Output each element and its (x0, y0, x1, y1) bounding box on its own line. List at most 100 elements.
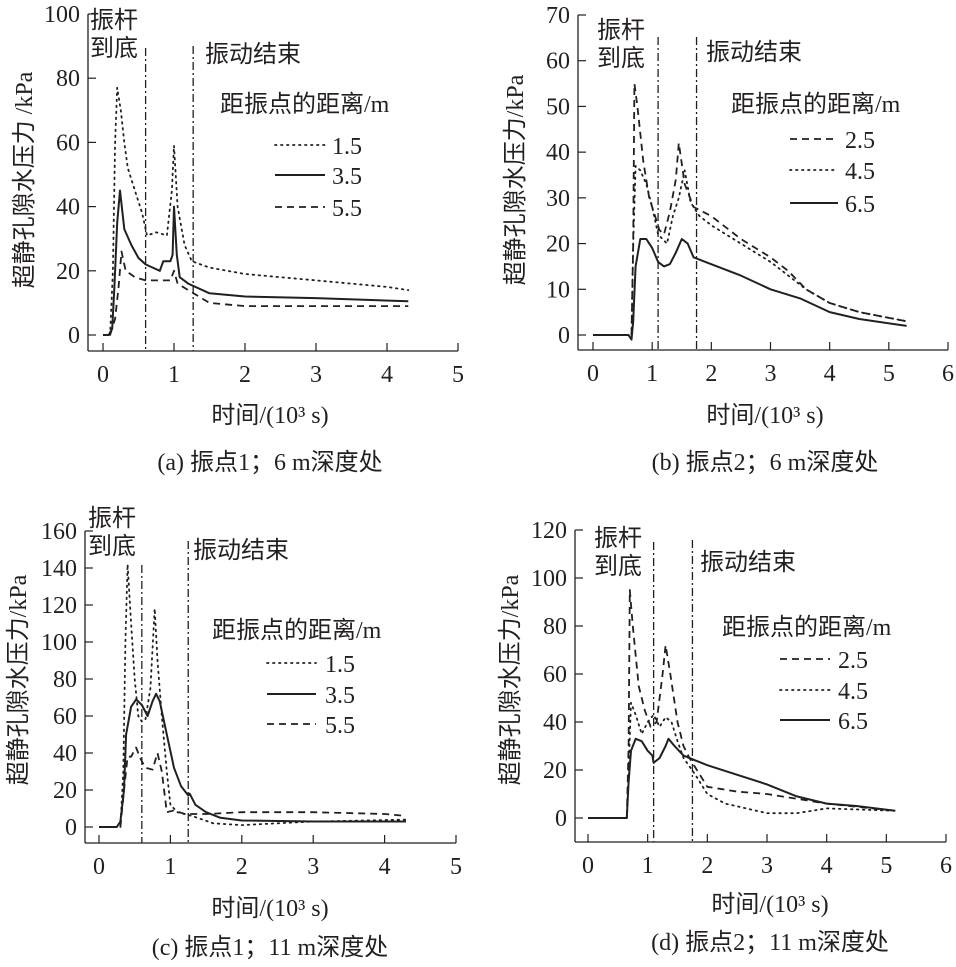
y-tick-label: 140 (41, 556, 77, 582)
annotation-rod-label: 到底 (88, 533, 136, 560)
x-tick-label: 1 (168, 362, 180, 388)
series-line-1-5 (109, 86, 410, 336)
annotation-rod-label: 到底 (594, 553, 642, 580)
y-tick-label: 0 (558, 323, 570, 349)
annotation-vibration-end: 振动结束 (205, 41, 301, 68)
x-tick-label: 0 (97, 362, 109, 388)
annotation-rod-label: 振杆 (88, 505, 136, 532)
y-tick-label: 60 (546, 49, 570, 75)
y-tick-label: 100 (531, 566, 567, 592)
x-axis-label: 时间/(10³ s) (706, 402, 823, 429)
legend-label: 3.5 (332, 164, 362, 190)
y-tick-label: 80 (56, 66, 80, 92)
x-axis-label: 时间/(10³ s) (211, 402, 328, 429)
y-tick-label: 70 (546, 3, 570, 29)
legend-label: 1.5 (325, 652, 355, 678)
y-tick-label: 20 (546, 232, 570, 258)
y-axis-label: 超静孔隙水压力/kPa (497, 574, 524, 785)
panel-caption: (a) 振点1；6 m深度处 (157, 449, 382, 476)
series-line-6-5 (593, 238, 907, 341)
x-axis-label: 时间/(10³ s) (711, 891, 828, 918)
y-tick-label: 120 (531, 518, 567, 544)
series-line-6-5 (588, 737, 896, 819)
panel-caption: (b) 振点2；6 m深度处 (652, 449, 879, 476)
x-tick-label: 2 (239, 362, 251, 388)
x-tick-label: 5 (883, 361, 895, 387)
series-line-4-5 (625, 701, 897, 819)
x-tick-label: 0 (93, 854, 105, 880)
legend-label: 2.5 (845, 128, 875, 154)
y-tick-label: 60 (53, 704, 77, 730)
x-tick-label: 3 (310, 362, 322, 388)
y-tick-label: 0 (65, 815, 77, 841)
x-tick-label: 0 (582, 853, 594, 879)
y-tick-label: 100 (44, 2, 80, 28)
y-tick-label: 20 (543, 758, 567, 784)
series-line-3-5 (99, 692, 406, 828)
legend-label: 6.5 (845, 192, 875, 218)
y-tick-label: 30 (546, 186, 570, 212)
series-line-3-5 (103, 189, 409, 336)
legend-label: 6.5 (838, 709, 868, 735)
x-tick-label: 3 (765, 361, 777, 387)
x-tick-label: 2 (701, 853, 713, 879)
y-tick-label: 50 (546, 94, 570, 120)
y-tick-label: 0 (68, 323, 80, 349)
legend-label: 4.5 (845, 159, 875, 185)
legend: 距振点的距离/m 1.5 3.5 5.5 (220, 91, 390, 222)
legend: 距振点的距离/m 2.5 4.5 6.5 (731, 91, 901, 218)
y-tick-label: 60 (56, 130, 80, 156)
x-tick-label: 0 (587, 361, 599, 387)
legend-label: 3.5 (325, 683, 355, 709)
annotation-vibration-end: 振动结束 (193, 537, 289, 564)
legend: 距振点的距离/m 1.5 3.5 5.5 (212, 617, 382, 739)
legend-title: 距振点的距离/m (220, 91, 390, 118)
x-tick-label: 4 (821, 853, 833, 879)
x-tick-label: 1 (164, 854, 176, 880)
y-tick-label: 40 (546, 140, 570, 166)
y-tick-label: 20 (56, 259, 80, 285)
x-axis-label: 时间/(10³ s) (211, 895, 328, 922)
legend-label: 5.5 (325, 713, 355, 739)
annotation-vibration-end: 振动结束 (700, 549, 796, 576)
series-line-2-5 (625, 589, 896, 819)
x-tick-label: 1 (642, 853, 654, 879)
y-tick-label: 40 (543, 710, 567, 736)
series-line-4-5 (630, 165, 908, 336)
y-tick-label: 60 (543, 662, 567, 688)
y-tick-label: 40 (53, 741, 77, 767)
y-tick-label: 20 (53, 778, 77, 804)
x-tick-label: 4 (824, 361, 836, 387)
series-line-2-5 (630, 82, 907, 336)
y-axis-label: 超静孔隙水压力/kPa (5, 574, 32, 785)
annotation-rod-label: 振杆 (597, 17, 645, 44)
x-tick-label: 6 (940, 853, 952, 879)
annotation-vibration-end: 振动结束 (706, 39, 802, 66)
series-line-5-5 (119, 746, 407, 828)
x-tick-label: 5 (880, 853, 892, 879)
y-tick-label: 80 (53, 667, 77, 693)
legend-title: 距振点的距离/m (722, 614, 892, 641)
x-tick-label: 3 (761, 853, 773, 879)
x-tick-label: 1 (646, 361, 658, 387)
x-tick-label: 3 (307, 854, 319, 880)
annotation-rod-label: 到底 (597, 45, 645, 72)
y-tick-label: 80 (543, 614, 567, 640)
legend: 距振点的距离/m 2.5 4.5 6.5 (722, 614, 892, 735)
y-axis-label: 超静孔隙水压力/kPa (502, 74, 529, 285)
series-line-1-5 (119, 563, 407, 828)
legend-title: 距振点的距离/m (212, 617, 382, 644)
y-axis-label: 超静孔隙水压力 /kPa (11, 71, 38, 288)
annotation-rod-label: 到底 (90, 35, 138, 62)
x-tick-label: 2 (705, 361, 717, 387)
annotation-rod-label: 振杆 (90, 7, 138, 34)
legend-title: 距振点的距离/m (731, 91, 901, 118)
y-tick-label: 40 (56, 195, 80, 221)
y-tick-label: 160 (41, 519, 77, 545)
x-tick-label: 5 (450, 854, 462, 880)
legend-label: 2.5 (838, 648, 868, 674)
panel-caption: (d) 振点2；11 m深度处 (651, 929, 889, 956)
x-tick-label: 5 (452, 362, 464, 388)
